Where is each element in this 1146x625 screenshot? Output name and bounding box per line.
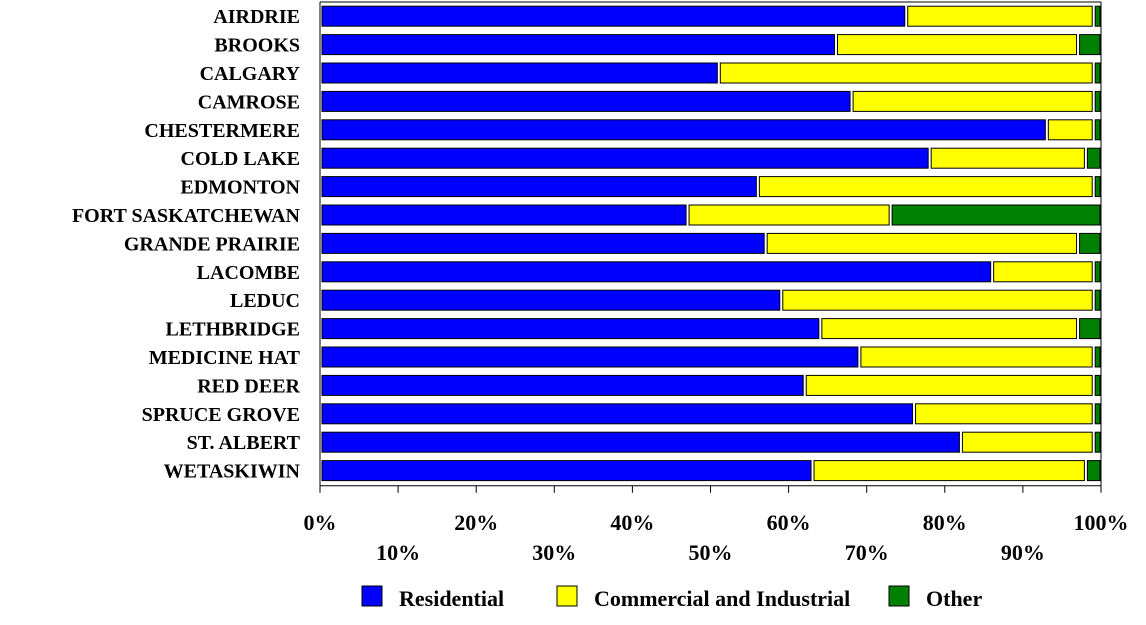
bar-chestermere-other [1094, 119, 1101, 141]
bar-lethbridge-commercial-and-industrial [821, 318, 1078, 340]
bar-medicine-hat-residential [321, 346, 859, 368]
category-label: BROOKS [214, 35, 300, 57]
category-labels: AIRDRIE BROOKS CALGARY CAMROSE CHESTERMERE CO… [72, 6, 301, 482]
category-label: COLD LAKE [181, 148, 300, 170]
bar-red-deer-residential [321, 374, 804, 396]
bar-fort-saskatchewan-commercial-and-industrial [688, 204, 890, 226]
bar-lethbridge-other [1079, 318, 1101, 340]
bar-brooks-other [1079, 34, 1101, 56]
bar-brooks-residential [321, 34, 835, 56]
bar-brooks-commercial-and-industrial [836, 34, 1078, 56]
x-tick-label: 10% [376, 540, 420, 565]
x-tick-label: 50% [689, 540, 733, 565]
x-axis: 0% 10% 20% 30% 40% 50% 60% 70% 80% 90% 100% [304, 1, 1129, 565]
bar-lacombe-other [1094, 261, 1101, 283]
category-label: SPRUCE GROVE [142, 404, 300, 426]
category-label: CHESTERMERE [144, 120, 300, 142]
legend-swatch-residential [361, 585, 383, 607]
bar-red-deer-other [1094, 374, 1101, 396]
category-label: WETASKIWIN [164, 461, 301, 483]
bar-edmonton-commercial-and-industrial [758, 176, 1093, 198]
bar-chestermere-commercial-and-industrial [1047, 119, 1093, 141]
bar-calgary-residential [321, 62, 718, 84]
category-label: LACOMBE [197, 262, 300, 284]
bar-airdrie-other [1094, 5, 1101, 27]
bar-leduc-other [1094, 289, 1101, 311]
bar-leduc-commercial-and-industrial [782, 289, 1093, 311]
bar-edmonton-other [1094, 176, 1101, 198]
bar-camrose-commercial-and-industrial [852, 90, 1093, 112]
bar-chestermere-residential [321, 119, 1046, 141]
x-tick-label: 20% [454, 510, 498, 535]
bar-spruce-grove-other [1094, 403, 1101, 425]
category-label: EDMONTON [180, 177, 300, 199]
bar-grande-prairie-residential [321, 232, 765, 254]
bar-leduc-residential [321, 289, 781, 311]
category-label: RED DEER [197, 375, 300, 397]
x-tick-label: 0% [304, 510, 337, 535]
bar-cold-lake-residential [321, 147, 929, 169]
category-label: GRANDE PRAIRIE [124, 233, 300, 255]
bar-fort-saskatchewan-other [891, 204, 1101, 226]
x-tick-label: 30% [532, 540, 576, 565]
legend: Residential Commercial and Industrial Othe… [361, 585, 982, 611]
bar-st-albert-residential [321, 431, 960, 453]
bar-grande-prairie-other [1079, 232, 1101, 254]
bar-lethbridge-residential [321, 318, 820, 340]
legend-label-commercial-and-industrial: Commercial and Industrial [594, 586, 850, 611]
bar-fort-saskatchewan-residential [321, 204, 687, 226]
category-label: AIRDRIE [213, 6, 300, 28]
bar-red-deer-commercial-and-industrial [805, 374, 1093, 396]
bar-medicine-hat-commercial-and-industrial [860, 346, 1093, 368]
bar-lacombe-commercial-and-industrial [993, 261, 1093, 283]
category-label: CAMROSE [198, 91, 300, 113]
category-label: LEDUC [230, 290, 300, 312]
category-label: ST. ALBERT [187, 432, 301, 454]
x-tick-label: 100% [1074, 510, 1129, 535]
bar-st-albert-other [1094, 431, 1101, 453]
bar-calgary-other [1094, 62, 1101, 84]
bar-cold-lake-other [1086, 147, 1101, 169]
bar-st-albert-commercial-and-industrial [961, 431, 1093, 453]
bar-spruce-grove-commercial-and-industrial [915, 403, 1093, 425]
bar-airdrie-residential [321, 5, 906, 27]
legend-swatch-other [888, 585, 910, 607]
bars-layer [321, 5, 1101, 482]
x-tick-label: 40% [610, 510, 654, 535]
x-tick-label: 80% [923, 510, 967, 535]
bar-lacombe-residential [321, 261, 992, 283]
bar-wetaskiwin-commercial-and-industrial [813, 460, 1085, 482]
x-tick-label: 60% [767, 510, 811, 535]
bar-cold-lake-commercial-and-industrial [930, 147, 1085, 169]
x-tick-label: 90% [1001, 540, 1045, 565]
bar-grande-prairie-commercial-and-industrial [766, 232, 1078, 254]
bar-spruce-grove-residential [321, 403, 914, 425]
legend-label-residential: Residential [399, 586, 504, 611]
category-label: FORT SASKATCHEWAN [72, 205, 301, 227]
category-label: CALGARY [200, 63, 301, 85]
category-label: LETHBRIDGE [166, 319, 300, 341]
bar-wetaskiwin-residential [321, 460, 812, 482]
bar-wetaskiwin-other [1086, 460, 1101, 482]
bar-calgary-commercial-and-industrial [719, 62, 1093, 84]
bar-medicine-hat-other [1094, 346, 1101, 368]
bar-camrose-residential [321, 90, 851, 112]
bar-airdrie-commercial-and-industrial [907, 5, 1093, 27]
x-tick-label: 70% [845, 540, 889, 565]
bar-camrose-other [1094, 90, 1101, 112]
legend-swatch-commercial-and-industrial [556, 585, 578, 607]
bar-edmonton-residential [321, 176, 757, 198]
legend-label-other: Other [926, 586, 982, 611]
category-label: MEDICINE HAT [149, 347, 301, 369]
